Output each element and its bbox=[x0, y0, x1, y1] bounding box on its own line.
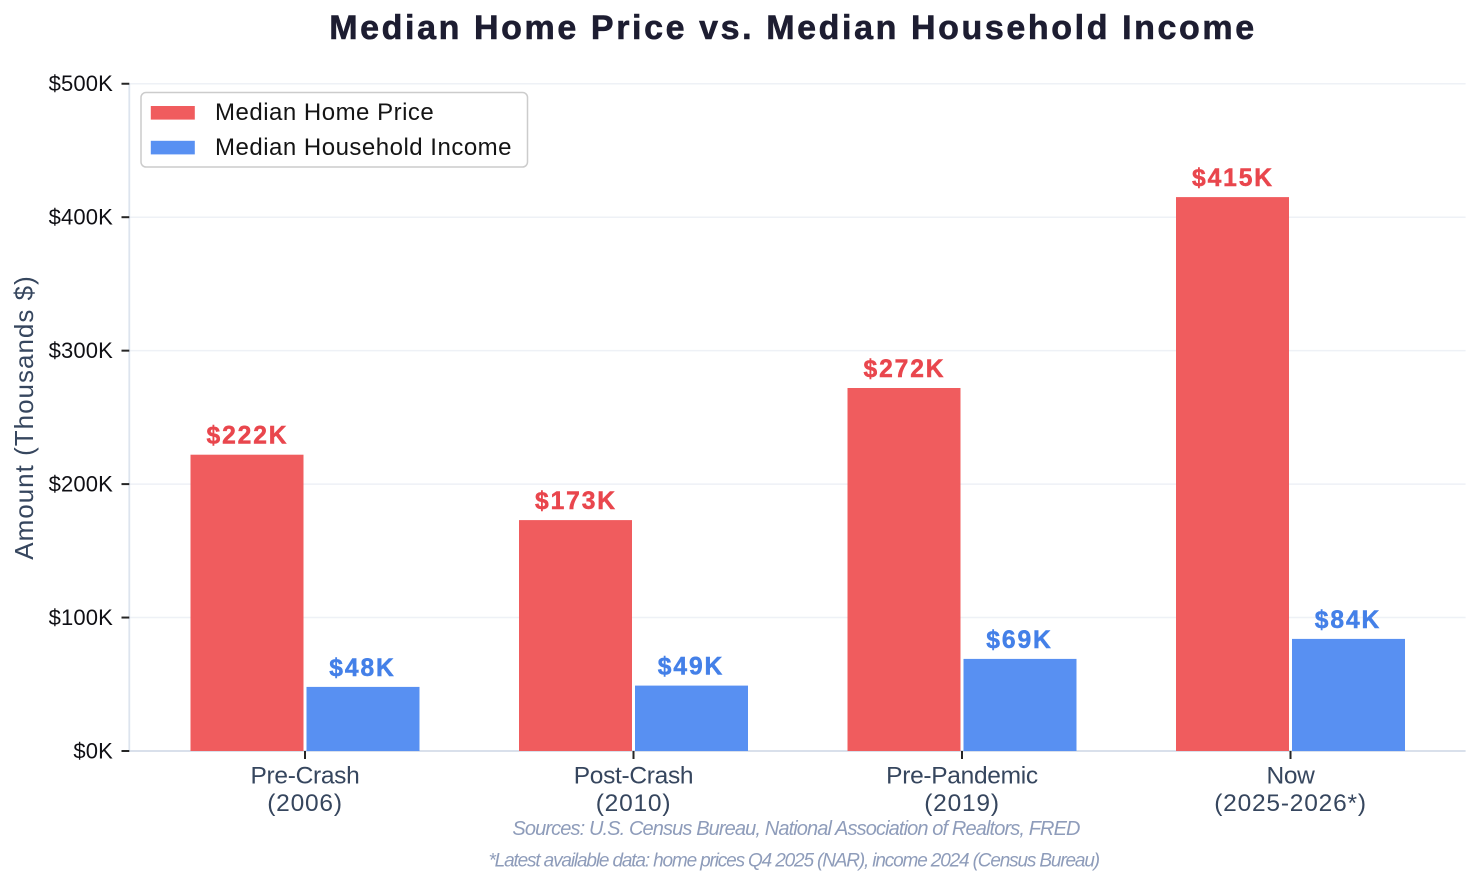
svg-text:Sources: U.S. Census Bureau, N: Sources: U.S. Census Bureau, National As… bbox=[512, 818, 1080, 840]
svg-text:Median Home Price: Median Home Price bbox=[215, 99, 434, 126]
svg-text:$272K: $272K bbox=[864, 356, 946, 383]
svg-text:Median Home Price vs. Median H: Median Home Price vs. Median Household I… bbox=[329, 9, 1257, 47]
svg-text:(2025-2026*): (2025-2026*) bbox=[1214, 790, 1367, 817]
svg-text:$500K: $500K bbox=[49, 71, 114, 96]
svg-text:$173K: $173K bbox=[535, 488, 617, 515]
svg-text:$415K: $415K bbox=[1192, 165, 1274, 192]
svg-text:$84K: $84K bbox=[1315, 607, 1381, 634]
svg-text:$0K: $0K bbox=[73, 738, 113, 763]
svg-text:$300K: $300K bbox=[49, 338, 114, 363]
svg-text:*Latest available data: home p: *Latest available data: home prices Q4 2… bbox=[488, 851, 1099, 872]
svg-text:$200K: $200K bbox=[49, 472, 114, 497]
svg-text:Pre-Crash: Pre-Crash bbox=[251, 763, 360, 790]
svg-text:Post-Crash: Post-Crash bbox=[574, 763, 694, 790]
svg-text:$222K: $222K bbox=[207, 423, 289, 450]
svg-text:$100K: $100K bbox=[49, 605, 114, 630]
svg-text:$69K: $69K bbox=[986, 627, 1052, 654]
svg-text:$400K: $400K bbox=[49, 205, 114, 230]
svg-text:$48K: $48K bbox=[329, 655, 395, 682]
svg-text:Pre-Pandemic: Pre-Pandemic bbox=[886, 763, 1038, 790]
svg-text:(2006): (2006) bbox=[267, 790, 343, 817]
svg-text:(2010): (2010) bbox=[596, 790, 672, 817]
svg-text:(2019): (2019) bbox=[924, 790, 1000, 817]
svg-text:Now: Now bbox=[1266, 763, 1315, 790]
svg-text:$49K: $49K bbox=[658, 654, 724, 681]
svg-text:Amount (Thousands $): Amount (Thousands $) bbox=[9, 275, 39, 559]
svg-text:Median Household Income: Median Household Income bbox=[215, 134, 512, 161]
